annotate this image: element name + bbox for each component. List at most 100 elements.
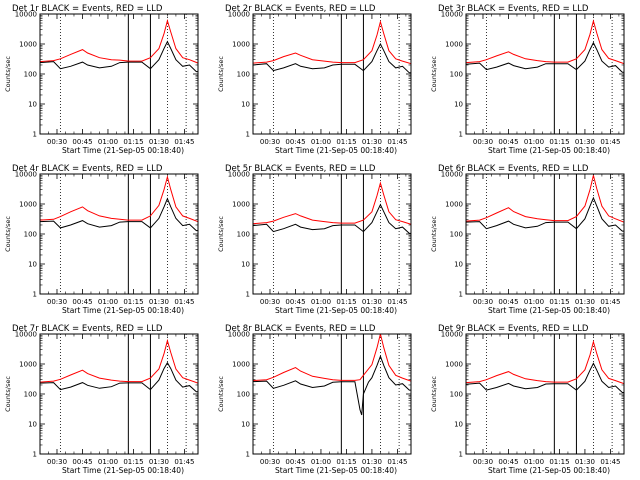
plot-frame	[252, 333, 412, 455]
y-axis-label: Counts/sec	[430, 56, 438, 92]
y-tick-label: 10000	[441, 171, 463, 179]
y-tick-label: 10000	[441, 331, 463, 339]
x-tick-label: 00:30	[47, 298, 67, 306]
y-axis-label: Counts/sec	[430, 376, 438, 412]
x-tick-label: 01:30	[149, 138, 169, 146]
x-tick-label: 01:15	[123, 298, 143, 306]
chart-title: Det 9r BLACK = Events, RED = LLD	[438, 324, 589, 334]
x-tick-label: 01:45	[600, 298, 620, 306]
y-tick-label: 10	[454, 421, 463, 429]
plot-frame	[39, 173, 199, 295]
series-line-events	[40, 197, 198, 232]
series-line-lld	[253, 181, 411, 225]
x-axis-label: Start Time (21-Sep-05 00:18:40)	[275, 306, 397, 315]
y-tick-label: 1000	[445, 41, 463, 49]
chart-title: Det 8r BLACK = Events, RED = LLD	[225, 324, 376, 334]
y-tick-label: 10	[28, 261, 37, 269]
series-line-lld	[253, 334, 411, 382]
x-axis-label: Start Time (21-Sep-05 00:18:40)	[488, 306, 610, 315]
plot-frame	[39, 13, 199, 135]
chart-panel-6: Det 6r BLACK = Events, RED = LLD Counts/s…	[430, 164, 625, 315]
y-tick-label: 1000	[445, 361, 463, 369]
x-tick-label: 01:15	[549, 138, 569, 146]
y-tick-label: 1	[33, 451, 37, 459]
chart-panel-2: Det 2r BLACK = Events, RED = LLD Counts/s…	[217, 4, 412, 155]
x-tick-label: 01:15	[336, 298, 356, 306]
x-tick-label: 00:45	[498, 138, 518, 146]
chart-title: Det 5r BLACK = Events, RED = LLD	[225, 164, 376, 174]
chart-panel-1: Det 1r BLACK = Events, RED = LLD Counts/s…	[4, 4, 199, 155]
chart-title: Det 4r BLACK = Events, RED = LLD	[12, 164, 163, 174]
y-axis-label: Counts/sec	[4, 376, 12, 412]
x-tick-label: 01:30	[362, 458, 382, 466]
x-tick-label: 01:30	[362, 138, 382, 146]
y-tick-label: 10000	[228, 11, 250, 19]
x-tick-label: 01:30	[575, 138, 595, 146]
series-line-lld	[40, 18, 198, 64]
series-line-events	[40, 361, 198, 393]
chart-title: Det 3r BLACK = Events, RED = LLD	[438, 4, 589, 14]
series-line-lld	[466, 19, 624, 65]
x-tick-label: 00:30	[47, 458, 67, 466]
x-tick-label: 01:30	[575, 458, 595, 466]
y-tick-label: 1	[246, 451, 250, 459]
y-axis-label: Counts/sec	[217, 216, 225, 252]
y-tick-label: 1	[33, 131, 37, 139]
y-tick-label: 10000	[441, 11, 463, 19]
x-tick-label: 01:00	[98, 458, 118, 466]
y-tick-label: 100	[237, 391, 250, 399]
plot-frame	[465, 13, 625, 135]
chart-title: Det 2r BLACK = Events, RED = LLD	[225, 4, 376, 14]
x-tick-label: 01:00	[311, 458, 331, 466]
y-tick-label: 10	[28, 421, 37, 429]
series-line-events	[40, 40, 198, 73]
x-axis-label: Start Time (21-Sep-05 00:18:40)	[62, 306, 184, 315]
x-tick-label: 01:45	[387, 138, 407, 146]
x-tick-label: 00:30	[47, 138, 67, 146]
series-line-lld	[40, 338, 198, 384]
x-tick-label: 01:00	[311, 298, 331, 306]
y-tick-label: 1	[246, 291, 250, 299]
plot-frame	[39, 333, 199, 455]
x-tick-label: 00:30	[473, 298, 493, 306]
x-tick-label: 00:45	[285, 138, 305, 146]
y-tick-label: 100	[24, 231, 37, 239]
x-axis-label: Start Time (21-Sep-05 00:18:40)	[275, 146, 397, 155]
series-line-events	[466, 196, 624, 232]
y-axis-label: Counts/sec	[4, 216, 12, 252]
plot-frame	[465, 333, 625, 455]
plot-frame	[465, 173, 625, 295]
x-tick-label: 01:45	[174, 298, 194, 306]
x-tick-label: 01:00	[311, 138, 331, 146]
x-tick-label: 00:30	[260, 138, 280, 146]
y-tick-label: 10	[454, 101, 463, 109]
x-axis-label: Start Time (21-Sep-05 00:18:40)	[488, 466, 610, 475]
chart-panel-7: Det 7r BLACK = Events, RED = LLD Counts/s…	[4, 324, 199, 475]
x-tick-label: 00:45	[285, 298, 305, 306]
x-tick-label: 01:45	[387, 298, 407, 306]
chart-title: Det 1r BLACK = Events, RED = LLD	[12, 4, 163, 14]
x-tick-label: 01:15	[123, 458, 143, 466]
x-tick-label: 01:30	[149, 458, 169, 466]
x-axis-label: Start Time (21-Sep-05 00:18:40)	[62, 466, 184, 475]
y-tick-label: 1	[459, 131, 463, 139]
series-line-lld	[466, 339, 624, 385]
y-tick-label: 10000	[15, 171, 37, 179]
x-tick-label: 00:30	[260, 458, 280, 466]
series-line-lld	[466, 175, 624, 223]
x-axis-label: Start Time (21-Sep-05 00:18:40)	[488, 146, 610, 155]
x-tick-label: 01:00	[98, 138, 118, 146]
x-tick-label: 00:45	[285, 458, 305, 466]
x-tick-label: 01:30	[362, 298, 382, 306]
chart-panel-4: Det 4r BLACK = Events, RED = LLD Counts/s…	[4, 164, 199, 315]
y-tick-label: 1000	[445, 201, 463, 209]
x-tick-label: 00:30	[473, 458, 493, 466]
y-tick-label: 100	[450, 391, 463, 399]
x-tick-label: 01:30	[575, 298, 595, 306]
y-tick-label: 10	[241, 101, 250, 109]
y-tick-label: 10	[241, 421, 250, 429]
y-tick-label: 10000	[15, 331, 37, 339]
x-tick-label: 01:45	[600, 458, 620, 466]
y-tick-label: 100	[24, 71, 37, 79]
